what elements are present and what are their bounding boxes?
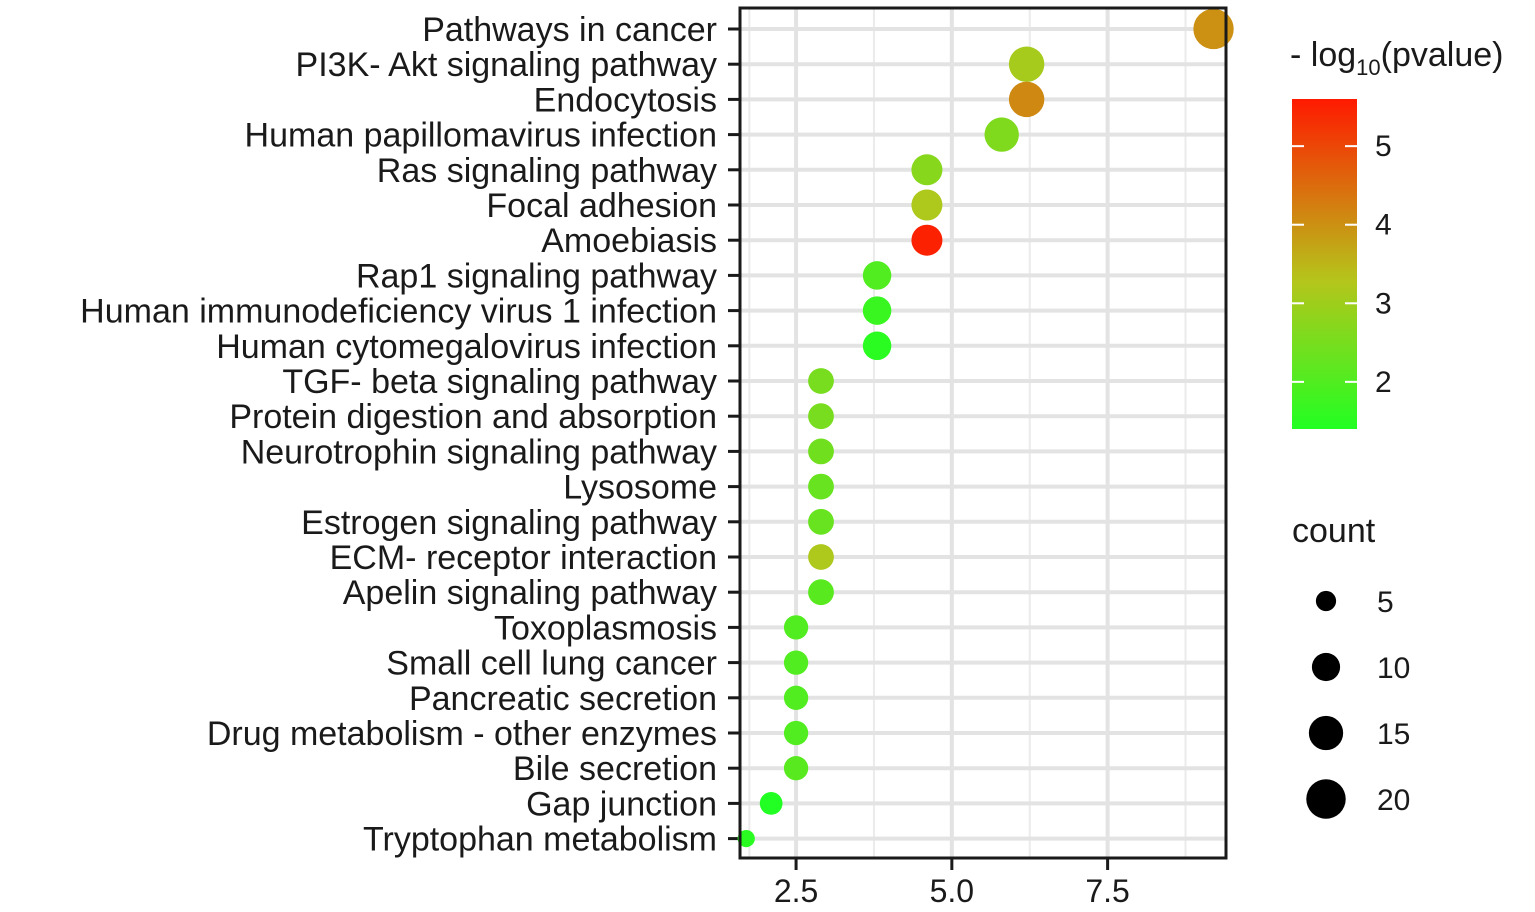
data-point xyxy=(1193,8,1234,50)
y-tick-label: Amoebiasis xyxy=(541,222,717,260)
y-tick-label: Toxoplasmosis xyxy=(494,609,717,647)
y-tick-label: Small cell lung cancer xyxy=(386,645,717,683)
y-tick-label: Ras signaling pathway xyxy=(377,152,717,190)
data-point xyxy=(808,368,834,394)
size-legend-label: 5 xyxy=(1377,586,1394,619)
data-point xyxy=(808,579,834,606)
data-point xyxy=(911,154,943,186)
data-point xyxy=(1008,81,1045,118)
y-tick-label: Gap junction xyxy=(526,785,717,823)
data-point xyxy=(862,296,892,325)
y-tick-label: Neurotrophin signaling pathway xyxy=(241,433,717,471)
x-tick-label: 2.5 xyxy=(774,873,818,909)
colorbar-tick-label: 2 xyxy=(1375,366,1392,399)
color-bar xyxy=(1292,99,1357,429)
y-tick-label: Focal adhesion xyxy=(486,187,717,225)
size-legend-label: 15 xyxy=(1377,718,1410,751)
size-legend-label: 20 xyxy=(1377,784,1410,817)
y-tick-label: Human papillomavirus infection xyxy=(245,117,717,155)
y-tick-label: Rap1 signaling pathway xyxy=(356,257,717,295)
size-legend-key xyxy=(1306,779,1346,819)
size-legend: count 5 10 15 20 xyxy=(1292,512,1410,819)
data-point xyxy=(862,261,892,290)
color-legend-title: - log10(pvalue) xyxy=(1290,36,1503,80)
grid-lines xyxy=(740,8,1226,858)
size-legend-label: 10 xyxy=(1377,652,1410,685)
y-tick-label: PI3K- Akt signaling pathway xyxy=(296,46,717,84)
data-point xyxy=(737,830,755,848)
data-point xyxy=(1008,46,1045,82)
size-legend-key xyxy=(1315,590,1337,612)
plot-panel-border xyxy=(738,6,1228,860)
x-tick-label: 5.0 xyxy=(930,873,974,909)
y-tick-label: Lysosome xyxy=(563,469,717,507)
data-point xyxy=(783,720,809,746)
data-point xyxy=(808,403,834,430)
data-point xyxy=(862,331,892,361)
data-point xyxy=(783,685,809,710)
y-tick-label: Pancreatic secretion xyxy=(409,680,717,718)
y-tick-label: Bile secretion xyxy=(513,750,717,788)
color-legend: - log10(pvalue) 2 3 4 5 xyxy=(1290,36,1503,429)
x-tick-label: 7.5 xyxy=(1085,873,1129,909)
data-point xyxy=(783,756,809,781)
data-point xyxy=(759,792,783,815)
y-tick-label: Tryptophan metabolism xyxy=(363,821,717,859)
colorbar-tick-label: 3 xyxy=(1375,287,1392,320)
data-point xyxy=(808,544,834,570)
data-point xyxy=(808,508,834,535)
y-tick-label: Endocytosis xyxy=(534,81,717,119)
data-point xyxy=(808,473,834,500)
y-tick-label: Human cytomegalovirus infection xyxy=(216,328,717,366)
data-point xyxy=(984,117,1019,152)
data-point xyxy=(911,189,943,221)
data-point xyxy=(783,615,809,640)
data-point xyxy=(783,650,809,675)
y-tick-label: Apelin signaling pathway xyxy=(343,574,717,612)
colorbar-tick-label: 5 xyxy=(1375,130,1392,163)
size-legend-key xyxy=(1311,652,1341,682)
x-axis: 2.5 5.0 7.5 xyxy=(774,858,1130,909)
data-points xyxy=(737,8,1234,848)
y-tick-label: Estrogen signaling pathway xyxy=(301,504,717,542)
y-tick-label: Protein digestion and absorption xyxy=(229,398,717,436)
y-tick-label: Human immunodeficiency virus 1 infection xyxy=(80,293,717,331)
size-legend-title: count xyxy=(1292,512,1376,550)
colorbar-tick-label: 4 xyxy=(1375,209,1392,242)
data-point xyxy=(911,224,943,256)
y-tick-label: TGF- beta signaling pathway xyxy=(282,363,717,401)
y-tick-label: Drug metabolism - other enzymes xyxy=(207,715,717,753)
data-point xyxy=(808,438,834,465)
y-tick-label: Pathways in cancer xyxy=(422,11,717,49)
size-legend-key xyxy=(1308,715,1344,751)
y-tick-label: ECM- receptor interaction xyxy=(330,539,717,577)
